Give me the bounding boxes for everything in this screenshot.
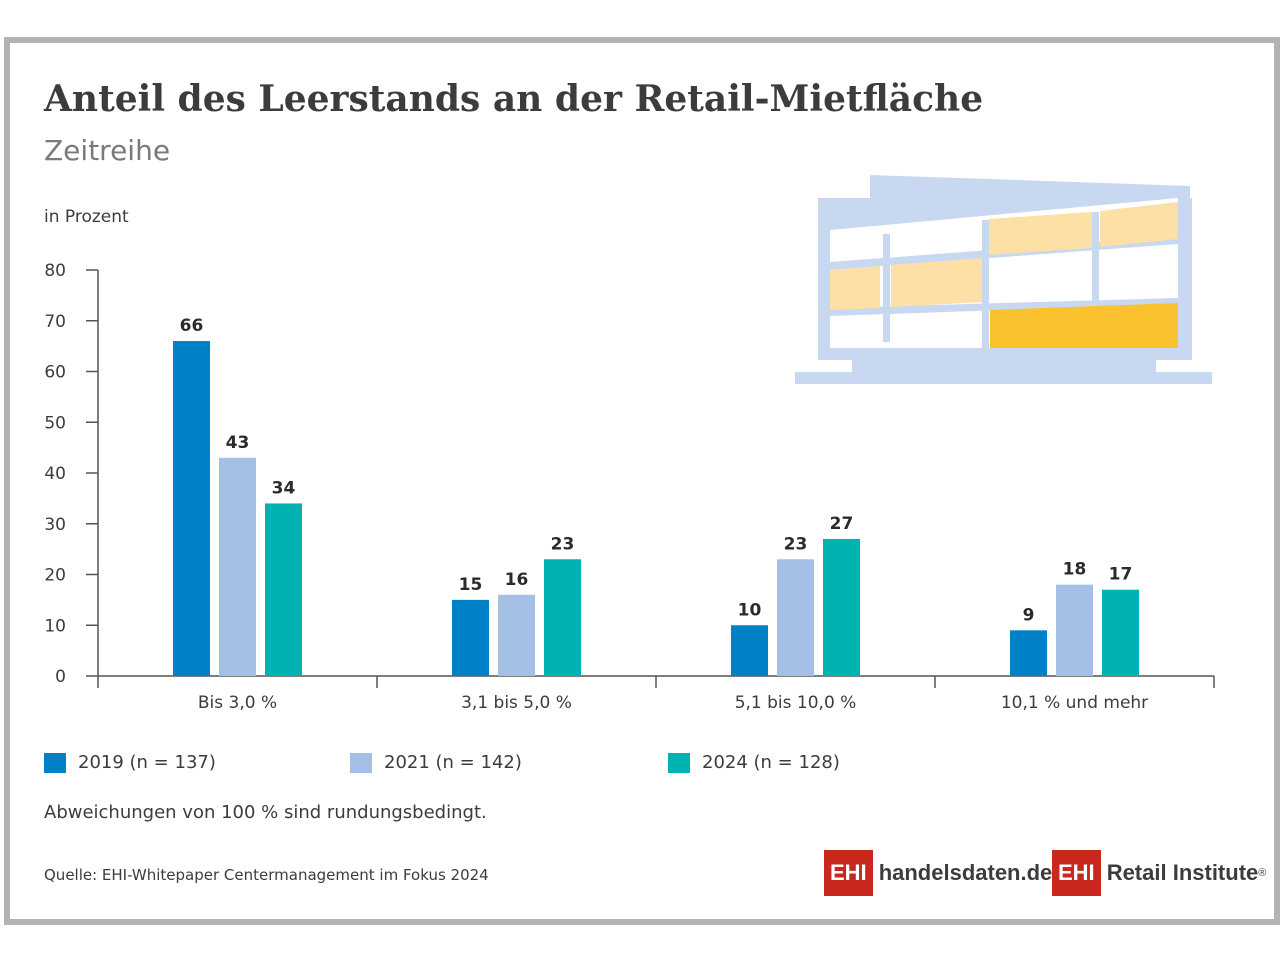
- x-category-label: Bis 3,0 %: [198, 693, 277, 713]
- bar: [265, 503, 302, 676]
- legend-swatch-2024: [668, 752, 690, 773]
- legend-swatch-2021: [350, 752, 372, 773]
- x-category-label: 5,1 bis 10,0 %: [735, 693, 857, 713]
- x-category-label: 3,1 bis 5,0 %: [461, 693, 572, 713]
- bar-value-label: 34: [272, 478, 296, 498]
- building-plinth: [852, 360, 1156, 372]
- bar-series: 66 43 34 15 16 23 10 23 27 9 18 17: [173, 316, 1139, 676]
- logo-text-handelsdaten: handelsdaten.de: [878, 860, 1053, 885]
- bar: [1056, 584, 1093, 676]
- logo-retail-institute: EHI Retail Institute ®: [1052, 850, 1266, 896]
- y-tick-label: 50: [44, 413, 66, 433]
- bar: [544, 559, 581, 676]
- rounding-note: Abweichungen von 100 % sind rundungsbedi…: [44, 802, 487, 823]
- building-base: [795, 372, 1212, 384]
- y-tick-label: 80: [44, 261, 66, 281]
- registered-mark: ®: [1258, 867, 1267, 879]
- y-tick-label: 0: [55, 667, 66, 687]
- logo-handelsdaten: EHI handelsdaten.de: [824, 850, 1052, 896]
- bar-value-label: 18: [1063, 560, 1087, 580]
- bar: [777, 559, 814, 676]
- building-window: [1100, 202, 1178, 247]
- bar-value-label: 17: [1109, 565, 1133, 585]
- bar: [452, 599, 489, 676]
- bar: [823, 538, 860, 676]
- bar-value-label: 27: [830, 514, 854, 534]
- y-tick-label: 60: [44, 363, 66, 383]
- legend-item-2021: 2021 (n = 142): [350, 752, 522, 773]
- y-tick-label: 10: [44, 616, 66, 636]
- bar-value-label: 43: [226, 433, 250, 453]
- building-window-highlight: [990, 303, 1178, 348]
- y-axis: 0 10 20 30 40 50 60 70 80: [44, 261, 99, 687]
- y-axis-unit-label: in Prozent: [44, 207, 129, 227]
- building-mullion: [982, 220, 989, 348]
- bar: [731, 625, 768, 676]
- legend-swatch-2019: [44, 752, 66, 773]
- logo-text-retail-institute: Retail Institute: [1106, 860, 1259, 885]
- y-tick-label: 70: [44, 312, 66, 332]
- legend-item-2024: 2024 (n = 128): [668, 752, 840, 773]
- source-note: Quelle: EHI-Whitepaper Centermanagement …: [44, 866, 489, 884]
- bar: [1010, 630, 1047, 676]
- y-tick-label: 40: [44, 464, 66, 484]
- x-axis: Bis 3,0 % 3,1 bis 5,0 % 5,1 bis 10,0 % 10,1…: [97, 675, 1215, 713]
- legend-label-2021: 2021 (n = 142): [384, 752, 522, 773]
- bar: [219, 457, 256, 676]
- legend-item-2019: 2019 (n = 137): [44, 752, 216, 773]
- bar-value-label: 66: [180, 316, 204, 336]
- bar-value-label: 9: [1023, 605, 1035, 625]
- legend-label-2019: 2019 (n = 137): [78, 752, 216, 773]
- chart-title: Anteil des Leerstands an der Retail-Miet…: [44, 78, 984, 120]
- building-window: [891, 258, 982, 307]
- ehi-logo-box: EHI: [824, 850, 873, 896]
- bar: [173, 341, 210, 676]
- x-category-label: 10,1 % und mehr: [1001, 693, 1148, 713]
- bar-value-label: 15: [459, 575, 483, 595]
- building-window: [988, 212, 1092, 255]
- chart-subtitle: Zeitreihe: [44, 134, 171, 167]
- building-mullion: [1092, 212, 1099, 304]
- bar-value-label: 23: [551, 534, 575, 554]
- y-tick-label: 30: [44, 515, 66, 535]
- bar: [1102, 589, 1139, 676]
- bar: [498, 594, 535, 676]
- bar-value-label: 16: [505, 570, 529, 590]
- y-tick-label: 20: [44, 566, 66, 586]
- ehi-logo-box: EHI: [1052, 850, 1101, 896]
- bar-value-label: 23: [784, 534, 808, 554]
- building-icon: [795, 175, 1212, 384]
- legend-label-2024: 2024 (n = 128): [702, 752, 840, 773]
- building-floor-slab: [830, 298, 1178, 316]
- building-window: [830, 266, 880, 310]
- bar-value-label: 10: [738, 600, 762, 620]
- building-mullion: [883, 234, 890, 342]
